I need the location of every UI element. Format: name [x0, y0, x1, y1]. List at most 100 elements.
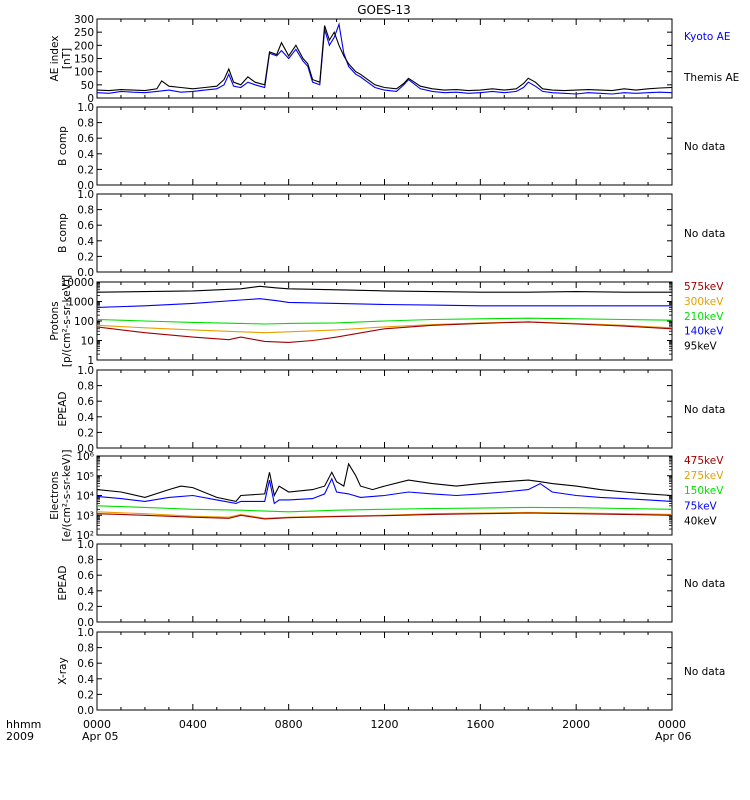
legend-entry: No data — [684, 228, 725, 240]
y-axis-label: B comp — [57, 213, 69, 253]
series-40kev — [97, 462, 672, 503]
y-tick-label: 0.6 — [77, 658, 94, 670]
y-tick-label: 1.0 — [77, 189, 94, 201]
y-tick-label: 0.8 — [77, 381, 94, 393]
y-tick-label: 0.2 — [77, 427, 94, 439]
y-tick-label: 1 — [87, 355, 94, 367]
y-tick-label: 1000 — [67, 297, 94, 309]
footer-start-date: Apr 05 — [82, 730, 119, 743]
y-tick-label: 1.0 — [77, 627, 94, 639]
y-tick-label: 0.8 — [77, 118, 94, 130]
footer-end-date: Apr 06 — [655, 730, 692, 743]
y-tick-label: 0.4 — [77, 586, 94, 598]
y-axis-label: EPEAD — [57, 392, 69, 427]
y-tick-label: 10⁴ — [76, 491, 94, 503]
x-tick-label: 0000 — [83, 718, 111, 731]
panel-frame — [96, 193, 673, 273]
y-tick-label: 0.0 — [77, 180, 94, 192]
y-tick-label: 0.2 — [77, 251, 94, 263]
panel-frame — [96, 18, 673, 99]
y-axis-label: Electrons[e/(cm²-s-sr-keV)] — [49, 450, 73, 542]
y-tick-label: 0.2 — [77, 689, 94, 701]
y-axis-label-line: EPEAD — [57, 566, 69, 601]
y-tick-label: 0.2 — [77, 601, 94, 613]
y-tick-label: 100 — [74, 316, 94, 328]
y-tick-label: 0 — [87, 93, 94, 105]
y-axis-label: EPEAD — [57, 566, 69, 601]
legend-entry: No data — [684, 578, 725, 590]
legend-entry: No data — [684, 141, 725, 153]
panel-5: 0.0 0.2 0.4 0.6 0.8 1.0 EPEAD No data — [57, 365, 725, 455]
y-tick-label: 0.8 — [77, 643, 94, 655]
y-tick-label: 10³ — [76, 510, 94, 522]
footer-time-label: hhmm — [6, 718, 41, 731]
y-tick-label: 10⁶ — [76, 451, 94, 463]
y-axis-label-line: X-ray — [57, 657, 69, 684]
series-95kev — [97, 285, 672, 293]
legend-entry: 40keV — [684, 515, 718, 527]
legend-entry: 275keV — [684, 470, 724, 482]
x-tick-label: 1600 — [466, 718, 494, 731]
y-axis-label: Protons[p/(cm²-s-sr-keV)] — [49, 275, 73, 367]
y-tick-label: 50 — [81, 80, 94, 92]
y-tick-label: 10² — [76, 530, 94, 542]
legend-entry: 150keV — [684, 485, 724, 497]
y-tick-label: 0.8 — [77, 555, 94, 567]
y-axis-label: AE index[nT] — [49, 36, 73, 82]
y-tick-label: 10 — [81, 336, 94, 348]
footer-year-label: 2009 — [6, 730, 34, 743]
y-tick-label: 0.0 — [77, 443, 94, 455]
series-300kev — [97, 321, 672, 334]
y-axis-label-line: Electrons — [49, 471, 61, 520]
series-475kev — [97, 512, 672, 520]
y-tick-label: 1.0 — [77, 102, 94, 114]
y-tick-label: 300 — [74, 14, 94, 26]
y-tick-label: 0.4 — [77, 149, 94, 161]
y-axis-label: X-ray — [57, 657, 69, 684]
y-axis-label-line: B comp — [57, 126, 69, 166]
legend-entry: 140keV — [684, 326, 724, 338]
series-140kev — [97, 298, 672, 308]
x-tick-label: 0000 — [658, 718, 686, 731]
panel-6: 10² 10³ 10⁴ 10⁵ 10⁶Electrons[e/(cm²-s-sr-keV… — [49, 450, 724, 542]
panel-3: 0.0 0.2 0.4 0.6 0.8 1.0 B comp No data — [57, 189, 725, 279]
y-tick-label: 0.6 — [77, 220, 94, 232]
legend-entry: 75keV — [684, 500, 718, 512]
series-kyoto-ae — [97, 22, 672, 95]
y-axis-label: B comp — [57, 126, 69, 166]
legend-entry: 475keV — [684, 455, 724, 467]
x-tick-label: 1200 — [371, 718, 399, 731]
series-75kev — [97, 477, 672, 505]
y-axis-label-line: EPEAD — [57, 392, 69, 427]
series-210kev — [97, 317, 672, 325]
footer: hhmm 2009 Apr 05 Apr 06 — [6, 718, 692, 743]
x-tick-label: 2000 — [562, 718, 590, 731]
legend-entry: 210keV — [684, 311, 724, 323]
legend-entry: No data — [684, 666, 725, 678]
series-575kev — [97, 321, 672, 343]
y-tick-label: 100 — [74, 67, 94, 79]
y-tick-label: 1.0 — [77, 365, 94, 377]
y-tick-label: 10000 — [61, 277, 94, 289]
y-tick-label: 0.0 — [77, 267, 94, 279]
y-tick-label: 200 — [74, 40, 94, 52]
panel-frame — [96, 369, 673, 449]
y-tick-label: 250 — [74, 27, 94, 39]
y-axis-label-line: [p/(cm²-s-sr-keV)] — [61, 275, 73, 367]
y-axis-label-line: B comp — [57, 213, 69, 253]
series-150kev — [97, 505, 672, 513]
y-tick-label: 10⁵ — [76, 471, 94, 483]
y-axis-label-line: AE index — [49, 36, 61, 82]
figure-title: GOES-13 — [357, 3, 411, 17]
y-tick-label: 0.4 — [77, 674, 94, 686]
legend-entry: 95keV — [684, 341, 718, 353]
panel-8: 0.0 0.2 0.4 0.6 0.8 1.0 X-ray No data — [57, 627, 725, 717]
legend-entry: Themis AE — [683, 72, 739, 84]
y-tick-label: 0.2 — [77, 164, 94, 176]
x-tick-label: 0800 — [275, 718, 303, 731]
y-tick-label: 0.0 — [77, 617, 94, 629]
y-tick-label: 0.8 — [77, 205, 94, 217]
